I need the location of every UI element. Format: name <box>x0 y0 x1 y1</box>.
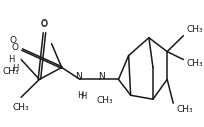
Text: N: N <box>98 72 104 81</box>
Text: H: H <box>76 91 83 100</box>
Text: CH₃: CH₃ <box>175 105 192 114</box>
Text: CH₃: CH₃ <box>185 25 202 34</box>
Text: CH₃: CH₃ <box>13 103 29 112</box>
Text: H: H <box>79 92 86 101</box>
Text: O: O <box>11 43 18 52</box>
Text: H: H <box>8 55 14 64</box>
Text: CH₃: CH₃ <box>185 59 202 68</box>
Text: O: O <box>9 36 16 45</box>
Text: H: H <box>12 64 18 73</box>
Text: O: O <box>41 20 48 29</box>
Text: O: O <box>41 19 48 28</box>
Text: CH₃: CH₃ <box>96 96 113 105</box>
Text: N: N <box>75 72 82 81</box>
Text: CH₃: CH₃ <box>2 67 19 76</box>
